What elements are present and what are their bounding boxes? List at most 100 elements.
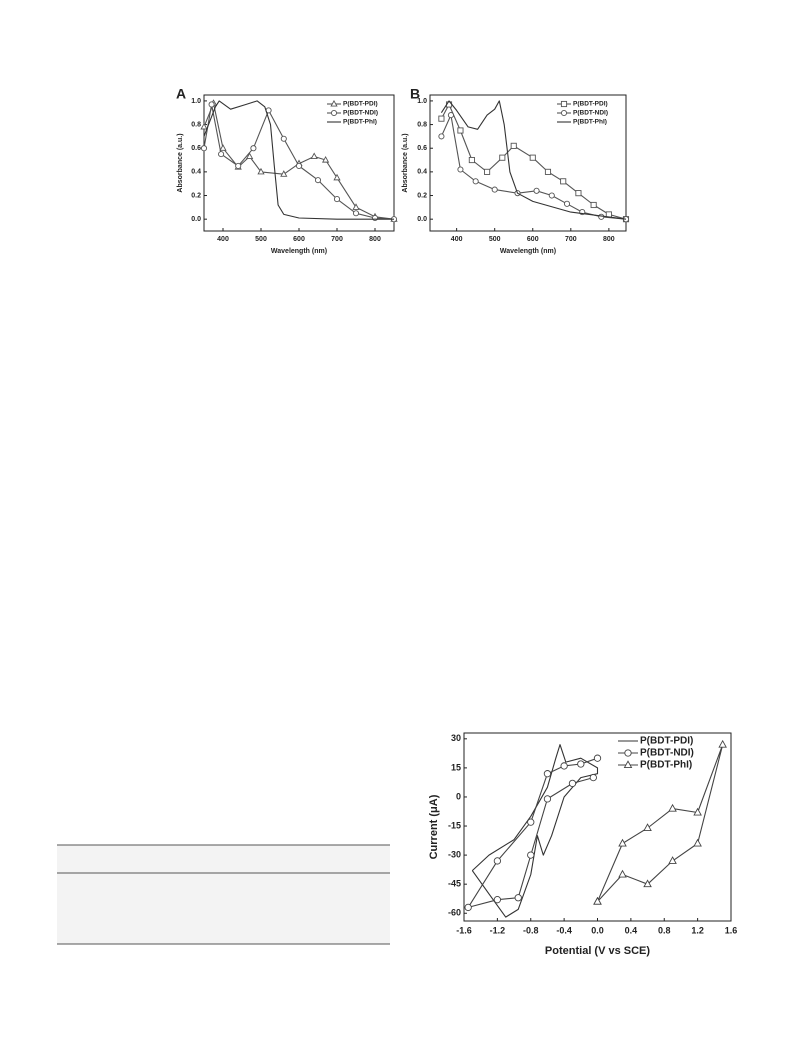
x-tick-label: 500 [489, 236, 501, 243]
legend-label: P(BDT-NDI) [573, 110, 608, 117]
marker [447, 112, 454, 119]
marker [618, 838, 627, 847]
marker [623, 760, 633, 769]
x-tick-label: 400 [451, 236, 463, 243]
marker [590, 201, 597, 209]
x-tick-label: 400 [217, 236, 229, 243]
table-background [57, 845, 390, 944]
x-tick-label: 1.2 [691, 925, 704, 935]
x-tick-label: 800 [603, 236, 615, 243]
marker [593, 754, 602, 762]
marker [333, 196, 341, 203]
marker [563, 200, 571, 207]
marker [310, 152, 318, 160]
marker [643, 823, 652, 831]
marker [560, 100, 568, 108]
marker [589, 773, 597, 782]
legend-label: P(BDT-PDI) [573, 101, 608, 108]
marker [245, 152, 254, 160]
marker [527, 851, 535, 859]
marker [533, 187, 540, 194]
y-tick-label: 0.4 [417, 169, 427, 176]
marker [457, 127, 464, 134]
y-tick-label: 0.2 [191, 192, 201, 199]
legend-label: P(BDT-NDI) [640, 748, 694, 759]
marker [499, 154, 506, 161]
marker [548, 192, 555, 199]
x-tick-label: 0.8 [658, 925, 671, 935]
y-axis-label: Current (μA) [428, 794, 440, 859]
marker [333, 173, 341, 181]
marker [218, 151, 225, 158]
marker [438, 115, 445, 122]
marker [314, 177, 322, 184]
x-tick-label: 1.6 [725, 925, 738, 935]
marker [577, 760, 585, 768]
marker [208, 101, 215, 108]
marker [200, 122, 208, 130]
x-tick-label: 0.4 [625, 925, 638, 935]
x-tick-label: 500 [255, 236, 267, 243]
x-tick-label: 0.0 [591, 925, 604, 935]
marker [330, 99, 338, 107]
marker [624, 749, 632, 757]
marker [510, 142, 517, 149]
panel-label: B [410, 86, 420, 102]
y-tick-label: -60 [448, 908, 461, 918]
marker [568, 779, 577, 788]
marker [668, 856, 677, 864]
marker [295, 162, 303, 170]
y-axis-label: Absorbance (a.u.) [177, 133, 184, 192]
marker [527, 818, 535, 826]
x-tick-label: 800 [369, 236, 381, 243]
marker [493, 896, 502, 904]
y-tick-label: 0.8 [417, 121, 427, 128]
marker [330, 109, 338, 117]
legend-label: P(BDT-NDI) [343, 110, 378, 117]
y-tick-label: 30 [451, 733, 461, 743]
legend-label: P(BDT-PhI) [343, 119, 377, 126]
marker [257, 167, 265, 175]
marker [280, 170, 288, 177]
marker [668, 803, 677, 812]
y-tick-label: 0.0 [417, 216, 427, 223]
y-tick-label: -45 [448, 879, 461, 889]
marker [468, 156, 475, 164]
y-tick-label: 0.6 [417, 145, 427, 152]
marker [472, 178, 479, 185]
marker [718, 739, 727, 748]
marker [543, 795, 552, 803]
marker [321, 155, 330, 163]
marker [352, 203, 360, 210]
series-line [203, 100, 394, 220]
y-tick-label: 15 [451, 762, 461, 772]
x-tick-label: -1.2 [490, 925, 506, 935]
x-tick-label: -1.6 [456, 925, 472, 935]
marker [438, 133, 445, 140]
legend-label: P(BDT-PDI) [640, 736, 693, 747]
y-tick-label: -30 [448, 849, 461, 859]
marker [352, 210, 360, 217]
y-tick-label: 0.6 [191, 145, 201, 152]
y-tick-label: 0 [456, 791, 461, 801]
series-line [203, 102, 395, 220]
series-line [440, 114, 627, 220]
x-tick-label: -0.8 [523, 925, 539, 935]
y-tick-label: 0.8 [191, 121, 201, 128]
marker [514, 894, 522, 902]
y-axis-label: Absorbance (a.u.) [402, 133, 409, 192]
y-tick-label: 1.0 [191, 98, 201, 105]
y-tick-label: 0.0 [191, 216, 201, 223]
marker [560, 178, 567, 185]
marker [235, 162, 242, 170]
marker [575, 190, 582, 197]
x-tick-label: -0.4 [556, 925, 572, 935]
marker [560, 109, 568, 117]
marker [693, 838, 702, 847]
marker [543, 770, 552, 778]
marker [464, 903, 472, 912]
x-axis-label: Potential (V vs SCE) [545, 945, 650, 957]
marker [219, 144, 227, 151]
marker [200, 145, 208, 152]
